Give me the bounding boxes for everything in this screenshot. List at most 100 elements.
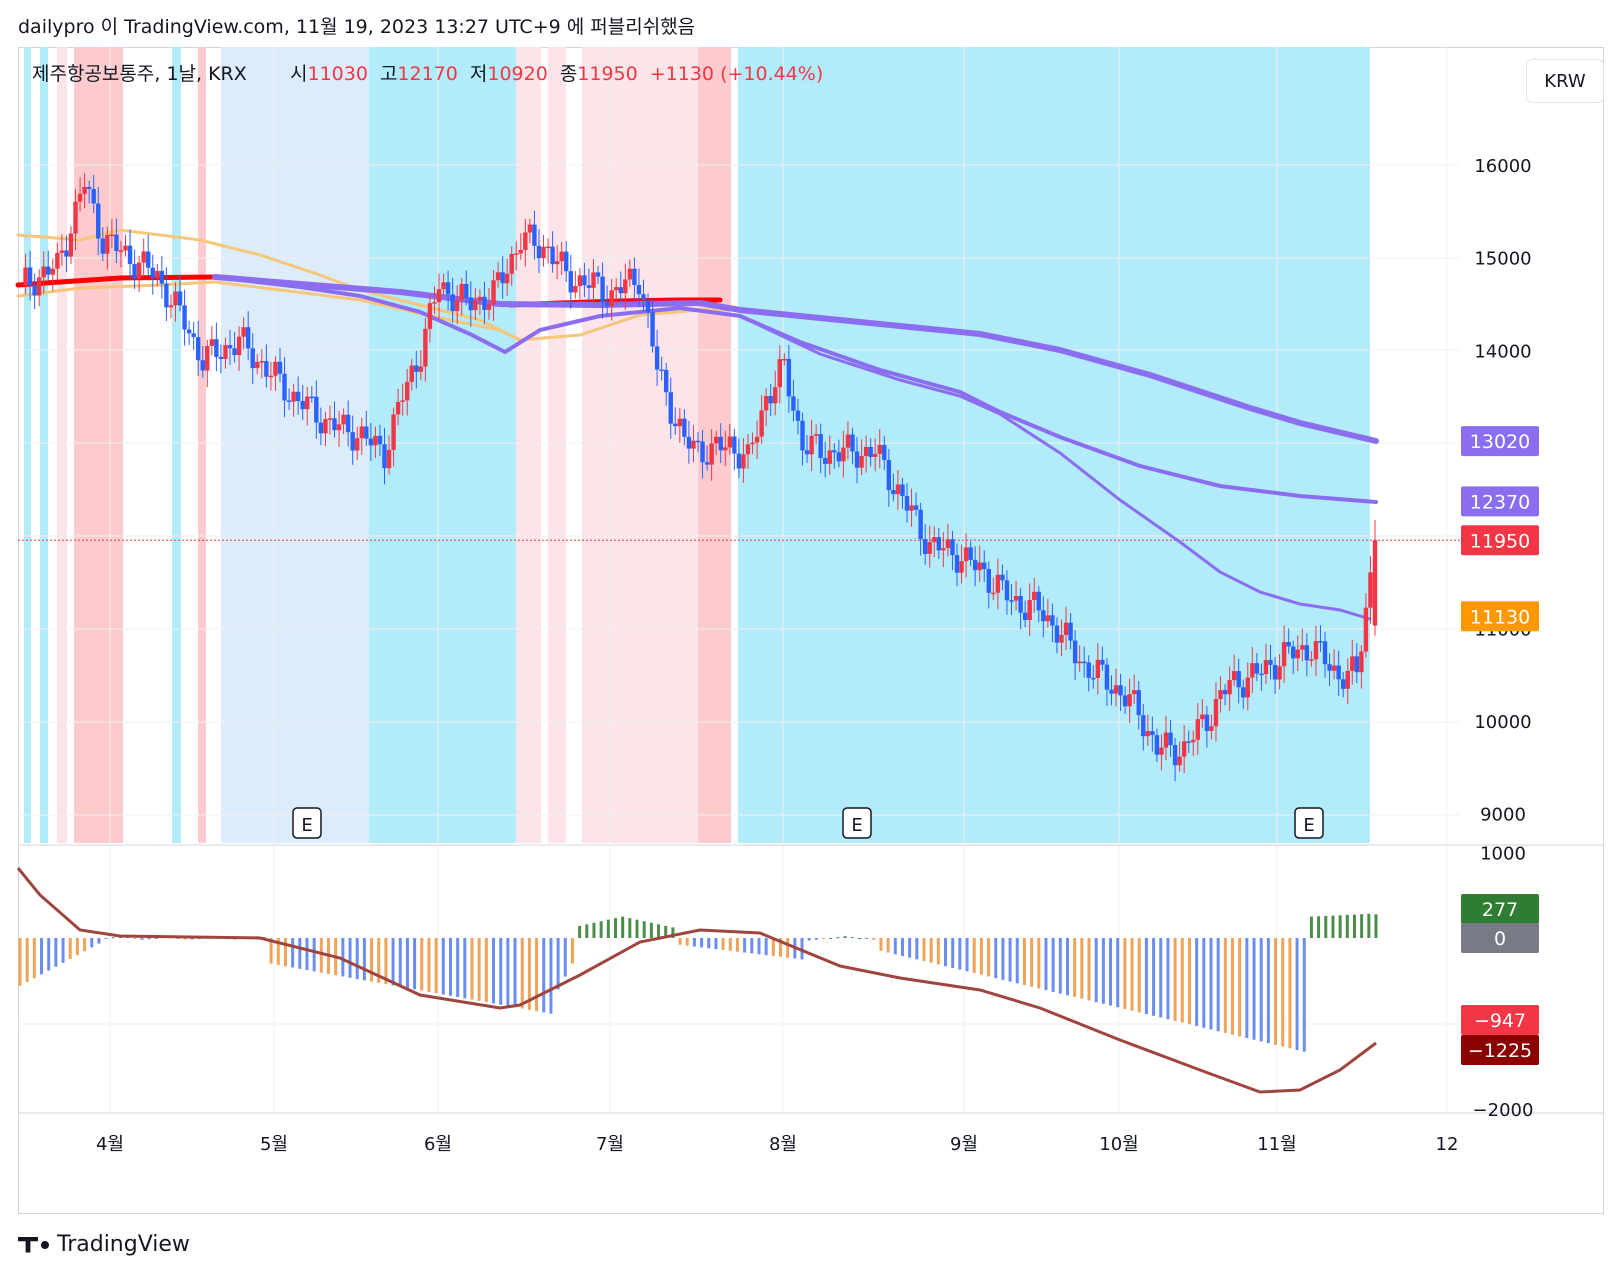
candle <box>41 251 46 294</box>
macd-bar <box>441 938 445 995</box>
macd-bar <box>635 919 639 938</box>
earnings-marker-label: E <box>301 815 312 836</box>
candle-body <box>595 272 601 277</box>
candle <box>364 410 369 446</box>
candle <box>1281 625 1287 683</box>
macd-bar <box>1001 938 1005 980</box>
candle <box>677 407 683 443</box>
macd-bar <box>355 938 359 980</box>
bg-zone <box>369 47 516 843</box>
candle-body <box>454 299 460 312</box>
candle <box>1372 519 1378 636</box>
candle <box>273 356 278 391</box>
candle-body <box>168 305 174 308</box>
macd-bar <box>190 938 194 940</box>
candle-body <box>1309 659 1314 661</box>
candle <box>1336 650 1341 696</box>
candle-body <box>859 455 864 468</box>
candle <box>382 427 387 485</box>
ma-purple-thin <box>738 314 1372 621</box>
candle <box>373 426 378 459</box>
candle <box>36 269 42 307</box>
macd-bar <box>1288 938 1292 1049</box>
candle <box>1254 653 1260 682</box>
macd-signal-line <box>16 867 1377 1094</box>
candle-body <box>904 496 910 511</box>
candle <box>850 428 855 465</box>
candle <box>400 383 405 416</box>
candle <box>1009 584 1014 615</box>
bg-zone <box>221 47 369 843</box>
macd-bar <box>814 938 818 940</box>
candle <box>491 270 496 321</box>
candle-body <box>709 443 714 465</box>
macd-bar <box>1065 938 1069 996</box>
candle <box>918 502 923 556</box>
candle <box>673 407 678 435</box>
price-badge-label: 12370 <box>1470 491 1530 513</box>
macd-bar <box>1116 938 1120 1008</box>
macd-bar <box>104 938 108 939</box>
candle <box>1350 639 1355 685</box>
candle <box>554 245 560 280</box>
candle <box>114 218 119 263</box>
macd-bar <box>1166 938 1170 1020</box>
candle <box>650 299 655 353</box>
macd-bar <box>448 938 452 996</box>
candle-body <box>627 268 633 280</box>
candle-body <box>791 396 796 411</box>
candle-body <box>1054 625 1060 643</box>
macd-bar <box>1008 938 1012 982</box>
candle <box>891 473 896 502</box>
macd-bar <box>1352 914 1356 938</box>
macd-bar <box>987 938 991 977</box>
candle <box>1318 625 1323 653</box>
price-badge-label: 11130 <box>1470 606 1530 628</box>
candle <box>1118 673 1123 711</box>
candle-body <box>27 267 33 286</box>
candle <box>922 524 928 565</box>
candle <box>577 268 583 303</box>
macd-bar <box>936 938 940 965</box>
candle <box>318 407 324 446</box>
candle <box>1236 658 1241 704</box>
candle <box>205 339 210 388</box>
macd-bar <box>1087 938 1091 1001</box>
candle <box>559 241 564 275</box>
candle-body <box>786 358 792 397</box>
candle-body <box>800 420 805 451</box>
candle <box>214 322 219 372</box>
macd-badge-label: −947 <box>1474 1010 1526 1032</box>
candle <box>359 417 364 455</box>
candle <box>64 235 69 273</box>
candle-body <box>514 253 519 255</box>
macd-bar <box>807 938 811 941</box>
earnings-marker-label: E <box>1303 815 1314 836</box>
candle <box>345 400 351 447</box>
macd-bar <box>757 938 761 955</box>
candle-body <box>564 251 569 272</box>
macd-bar <box>972 938 976 974</box>
candle <box>718 423 723 464</box>
candle <box>1322 631 1328 678</box>
candle <box>450 277 455 323</box>
candle <box>763 388 769 427</box>
candle-body <box>1145 731 1151 737</box>
candle-body <box>523 232 528 250</box>
price-badge-label: 11950 <box>1470 530 1530 552</box>
candle-body <box>1032 591 1037 601</box>
candle-body <box>1322 641 1328 665</box>
candle-body <box>682 418 687 437</box>
earnings-marker-box <box>1294 807 1324 839</box>
macd-bar <box>542 938 546 1013</box>
candle <box>518 233 523 260</box>
macd-bar <box>786 938 790 958</box>
bg-zone <box>40 47 48 843</box>
candle-body <box>541 246 546 259</box>
macd-bar <box>47 938 51 971</box>
candle <box>164 267 169 321</box>
currency-button[interactable]: KRW <box>1526 59 1604 103</box>
candle-body <box>1345 670 1350 689</box>
candle-body <box>250 348 255 369</box>
